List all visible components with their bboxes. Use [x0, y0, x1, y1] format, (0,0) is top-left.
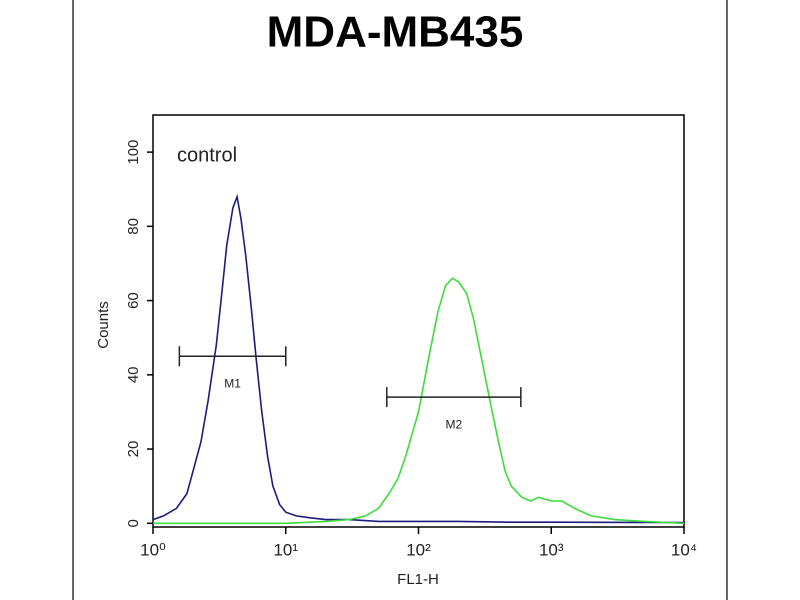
x-tick-label: 10⁴: [671, 540, 697, 559]
annotation: control: [177, 144, 237, 166]
histogram-line: [153, 277, 685, 525]
y-tick-label: 40: [125, 366, 142, 383]
histogram-line: [152, 193, 685, 524]
marker-label: M2: [445, 417, 462, 431]
x-tick-label: 10⁰: [140, 540, 166, 559]
y-tick-label: 20: [125, 441, 142, 458]
marker-label: M1: [224, 376, 241, 390]
y-axis-label: Counts: [95, 301, 112, 349]
plot-frame: [152, 114, 685, 528]
x-axis-label: FL1-H: [397, 571, 439, 588]
y-tick-label: 100: [125, 140, 142, 165]
y-tick-label: 0: [125, 519, 142, 527]
x-tick-label: 10³: [539, 540, 564, 559]
x-tick-label: 10²: [406, 540, 431, 559]
y-tick-label: 80: [125, 218, 142, 235]
y-tick-label: 60: [125, 292, 142, 309]
chart-title: MDA-MB435: [267, 8, 524, 57]
x-tick-label: 10¹: [273, 540, 298, 559]
